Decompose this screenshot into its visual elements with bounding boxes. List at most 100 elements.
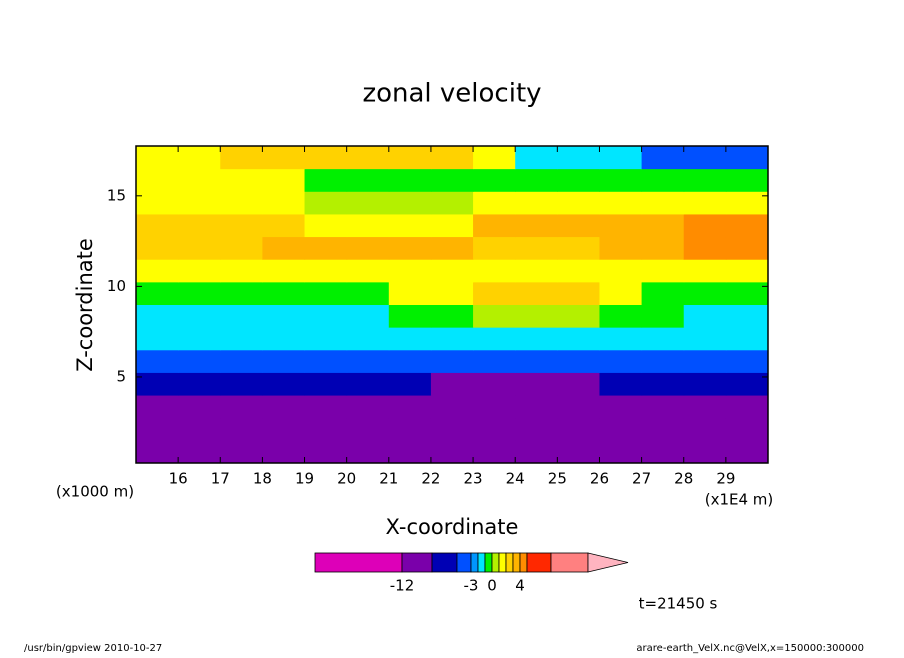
cell: [262, 213, 306, 238]
cell: [304, 440, 348, 464]
cell: [178, 213, 221, 238]
cell: [388, 349, 432, 373]
cell: [515, 372, 558, 396]
cell: [599, 146, 643, 170]
cell: [557, 440, 600, 464]
cell: [346, 146, 390, 170]
cell: [388, 146, 432, 170]
cell: [683, 349, 727, 373]
cell: [515, 349, 558, 373]
x-tick-label: 18: [253, 470, 272, 488]
time-label: t=21450 s: [639, 595, 718, 613]
x-tick-label: 24: [506, 470, 525, 488]
colorbar-segment: [505, 552, 514, 573]
cell: [599, 304, 643, 328]
colorbar-segment: [431, 552, 458, 573]
cell: [473, 191, 516, 215]
cell: [683, 281, 727, 305]
cell: [557, 372, 600, 396]
cell: [262, 349, 306, 373]
cell: [136, 146, 179, 170]
colorbar-segment: [550, 552, 589, 573]
cell: [557, 191, 600, 215]
cell: [641, 417, 685, 441]
cell: [178, 327, 221, 351]
cell: [641, 191, 685, 215]
cell: [683, 213, 727, 238]
cell: [262, 236, 306, 260]
cell: [641, 304, 685, 328]
cell: [220, 146, 263, 170]
cell: [641, 213, 685, 238]
y-tick-label: 5: [116, 367, 126, 385]
cell: [136, 168, 179, 192]
x-tick-label: 26: [590, 470, 609, 488]
cell: [388, 281, 432, 305]
y-tick-label: 10: [107, 277, 126, 295]
cell: [725, 191, 769, 215]
cell: [515, 259, 558, 283]
cell: [262, 259, 306, 283]
cell: [641, 236, 685, 260]
x-tick-label: 20: [337, 470, 356, 488]
cell: [599, 349, 643, 373]
cell: [725, 281, 769, 305]
cell: [725, 440, 769, 464]
cell: [599, 168, 643, 192]
x-tick-label: 19: [295, 470, 314, 488]
cell: [473, 281, 516, 305]
colorbar-segment: [526, 552, 552, 573]
cell: [178, 372, 221, 396]
cell: [599, 417, 643, 441]
cell: [683, 146, 727, 170]
x-tick-label: 17: [211, 470, 230, 488]
cell: [388, 304, 432, 328]
cell: [683, 417, 727, 441]
colorbar-tick-label: -12: [390, 577, 415, 595]
cell: [262, 417, 306, 441]
cell: [557, 213, 600, 238]
cell: [725, 304, 769, 328]
cell: [388, 395, 432, 419]
x-tick-label: 28: [674, 470, 693, 488]
cell: [515, 304, 558, 328]
cell: [346, 213, 390, 238]
cell: [725, 146, 769, 170]
x-tick-label: 23: [464, 470, 483, 488]
cell: [136, 372, 179, 396]
cell: [136, 349, 179, 373]
cell: [599, 372, 643, 396]
cell: [641, 440, 685, 464]
cell: [641, 395, 685, 419]
cell: [683, 191, 727, 215]
cell: [515, 327, 558, 351]
cell: [599, 191, 643, 215]
cell: [557, 417, 600, 441]
colorbar-segment: [470, 552, 479, 573]
cell: [388, 417, 432, 441]
cell: [304, 395, 348, 419]
cell: [304, 191, 348, 215]
cell: [557, 259, 600, 283]
colorbar-extension: [587, 552, 629, 573]
cell: [641, 349, 685, 373]
cell: [599, 259, 643, 283]
cell: [178, 191, 221, 215]
cell: [262, 191, 306, 215]
cell: [430, 281, 474, 305]
cell: [599, 395, 643, 419]
cell: [178, 168, 221, 192]
cell: [430, 327, 474, 351]
cell: [430, 146, 474, 170]
cell: [683, 304, 727, 328]
cell: [599, 236, 643, 260]
cell: [220, 168, 263, 192]
cell: [683, 168, 727, 192]
cell: [557, 146, 600, 170]
cell: [641, 146, 685, 170]
colorbar-segment: [512, 552, 521, 573]
footer-left: /usr/bin/gpview 2010-10-27: [24, 643, 162, 654]
cell: [473, 417, 516, 441]
cell: [304, 146, 348, 170]
cell: [178, 281, 221, 305]
